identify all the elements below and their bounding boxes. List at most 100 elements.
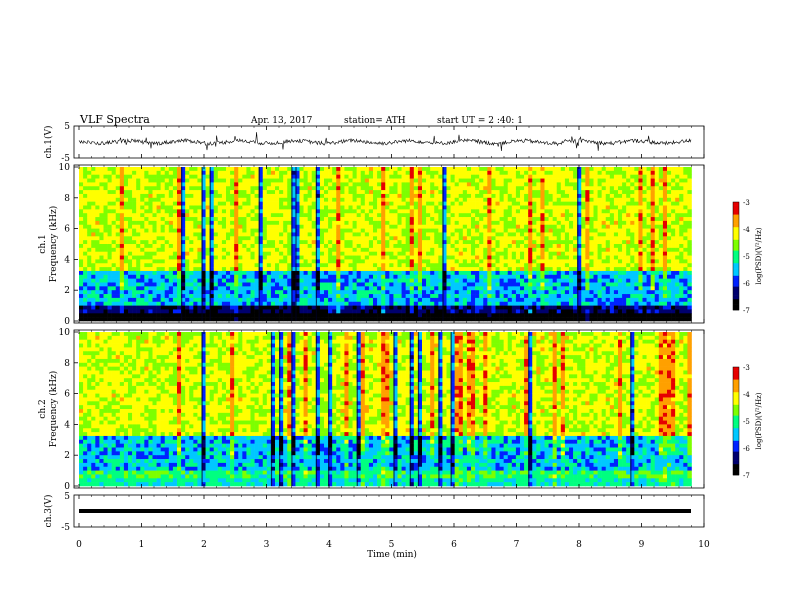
- spectrogram-cell: [532, 294, 537, 299]
- spectrogram-cell: [160, 317, 166, 322]
- spectrogram-cell: [230, 170, 235, 175]
- spectrogram-cell: [430, 167, 435, 172]
- spectrogram-cell: [328, 186, 333, 191]
- spectrogram-cell: [319, 297, 325, 303]
- spectrogram-cell: [148, 186, 153, 191]
- spectrogram-cell: [356, 286, 362, 291]
- spectrogram-cell: [217, 278, 223, 283]
- spectrogram-cell: [197, 170, 202, 175]
- spectrogram-cell: [401, 278, 406, 283]
- spectrogram-cell: [283, 197, 288, 202]
- spectrogram-cell: [540, 305, 545, 310]
- spectrogram-cell: [201, 232, 206, 237]
- spectrogram-cell: [564, 209, 570, 214]
- spectrogram-cell: [324, 201, 329, 206]
- spectrogram-cell: [193, 182, 198, 187]
- spectrogram-cell: [458, 282, 464, 287]
- spectrogram-cell: [291, 317, 296, 322]
- spectrogram-cell: [197, 244, 202, 249]
- spectrogram-cell: [417, 301, 423, 306]
- spectrogram-cell: [209, 197, 215, 202]
- spectrogram-cell: [201, 190, 206, 195]
- spectrogram-cell: [144, 178, 149, 183]
- spectrogram-cell: [205, 309, 210, 314]
- spectrogram-cell: [250, 247, 255, 252]
- spectrogram-cell: [417, 186, 423, 191]
- spectrogram-cell: [266, 317, 272, 322]
- spectrogram-cell: [250, 228, 255, 233]
- spectrogram-cell: [275, 278, 280, 283]
- spectrogram-cell: [507, 232, 513, 237]
- spectrogram-cell: [156, 167, 161, 172]
- spectrogram-cell: [279, 209, 284, 214]
- spectrogram-cell: [95, 294, 100, 299]
- spectrogram-cell: [156, 182, 161, 187]
- spectrogram-cell: [552, 267, 558, 272]
- spectrogram-cell: [499, 309, 504, 314]
- spectrogram-cell: [564, 174, 570, 179]
- spectrogram-cell: [226, 209, 231, 214]
- spectrogram-cell: [111, 305, 117, 310]
- spectrogram-cell: [303, 201, 308, 206]
- spectrogram-cell: [381, 309, 386, 314]
- spectrogram-cell: [413, 217, 419, 222]
- spectrogram-cell: [393, 197, 398, 202]
- spectrogram-cell: [548, 255, 553, 260]
- spectrogram-cell: [430, 282, 435, 287]
- spectrogram-cell: [119, 178, 125, 183]
- spectrogram-cell: [83, 217, 88, 222]
- spectrogram-cell: [471, 167, 476, 172]
- spectrogram-cell: [430, 209, 435, 214]
- spectrogram-cell: [462, 309, 468, 314]
- spectrogram-cell: [352, 244, 357, 249]
- spectrogram-cell: [287, 201, 292, 206]
- spectrogram-cell: [258, 190, 264, 195]
- spectrogram-cell: [226, 167, 231, 172]
- spectrogram-cell: [319, 182, 325, 187]
- spectrogram-cell: [234, 290, 239, 295]
- spectrogram-cell: [324, 278, 329, 283]
- spectrogram-cell: [181, 205, 186, 210]
- spectrogram-cell: [307, 197, 313, 202]
- spectrogram-cell: [344, 228, 349, 233]
- spectrogram-cell: [172, 213, 178, 218]
- spectrogram-cell: [295, 294, 300, 299]
- spectrogram-cell: [438, 213, 443, 218]
- spectrogram-cell: [450, 178, 455, 183]
- spectrogram-cell: [503, 290, 509, 295]
- spectrogram-cell: [132, 274, 137, 279]
- spectrogram-cell: [213, 224, 219, 229]
- spectrogram-cell: [83, 182, 88, 187]
- spectrogram-cell: [291, 282, 296, 287]
- spectrogram-cell: [172, 301, 178, 306]
- spectrogram-cell: [95, 205, 100, 210]
- spectrogram-cell: [430, 236, 435, 241]
- spectrogram-cell: [483, 220, 488, 226]
- spectrogram-cell: [471, 282, 476, 287]
- spectrogram-cell: [254, 220, 259, 226]
- spectrogram-cell: [91, 170, 96, 175]
- spectrogram-cell: [581, 305, 586, 310]
- spectrogram-cell: [336, 286, 341, 291]
- spectrogram-cell: [189, 236, 194, 241]
- spectrogram-cell: [279, 224, 284, 229]
- spectrogram-cell: [511, 197, 517, 202]
- spectrogram-cell: [581, 317, 586, 322]
- spectrogram-cell: [87, 209, 92, 214]
- spectrogram-cell: [172, 205, 178, 210]
- spectrogram-cell: [234, 178, 239, 183]
- spectrogram-cell: [279, 259, 284, 264]
- spectrogram-cell: [446, 301, 451, 306]
- spectrogram-cell: [515, 205, 521, 210]
- spectrogram-cell: [499, 278, 504, 283]
- spectrogram-cell: [405, 251, 411, 256]
- spectrogram-cell: [279, 228, 284, 233]
- spectrogram-cell: [319, 201, 325, 206]
- spectrogram-cell: [193, 301, 198, 306]
- spectrogram-cell: [434, 294, 439, 299]
- spectrogram-cell: [315, 294, 321, 299]
- spectrogram-cell: [193, 267, 198, 272]
- spectrogram-cell: [569, 251, 574, 256]
- spectrogram-cell: [152, 190, 157, 195]
- spectrogram-cell: [336, 205, 341, 210]
